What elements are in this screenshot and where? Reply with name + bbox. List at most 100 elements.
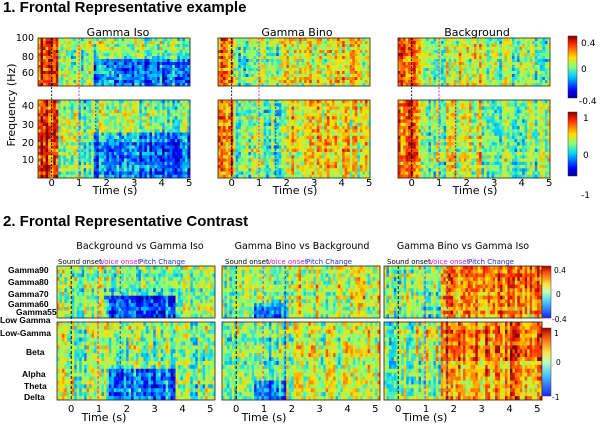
s2-xlabel-3: Time (s): [402, 411, 448, 424]
s1-colorbar-high: [567, 35, 578, 99]
s1-cb-high-mid: 0: [581, 65, 587, 75]
s1-cb-high-max: 0.4: [581, 39, 596, 49]
band-low-gamma: Low Gamma: [0, 315, 51, 325]
s2-cb-high-min: -0.4: [552, 315, 567, 324]
legend-voice-onset: Voice onset: [267, 258, 308, 266]
s2-xtick: 4: [179, 404, 185, 415]
s2-event-legend-1: Sound onset Voice onset Pitch Change: [58, 258, 185, 266]
band-gamma70: Gamma70: [8, 289, 49, 299]
s1-heatmap-high-2: [217, 37, 371, 87]
band-gamma90: Gamma90: [8, 265, 49, 275]
s1-xtick: 4: [519, 178, 525, 189]
s2-xtick: 3: [151, 404, 157, 415]
s1-xlabel-1: Time (s): [92, 184, 138, 197]
s1-heatmap-low-2: [217, 99, 371, 179]
legend-pitch-change: Pitch Change: [468, 258, 514, 266]
s1-heatmap-low-3: [397, 99, 551, 179]
s2-xtick: 3: [478, 404, 484, 415]
s2-xtick: 4: [344, 404, 350, 415]
s1-heatmap-high-3: [397, 37, 551, 87]
s1-ytick-60: 60: [22, 68, 34, 79]
section1-title: 1. Frontal Representative example: [3, 0, 246, 16]
s1-xticks: 0 1 2 3 4 5 0 1 2 3 4 5 0 1 2 3 4 5: [49, 178, 553, 189]
s1-heatmap-low-1: [37, 99, 191, 179]
s2-cb-low-max: 1: [554, 329, 559, 338]
band-alpha: Alpha: [22, 369, 46, 379]
section2-title: 2. Frontal Representative Contrast: [3, 213, 248, 230]
s1-xtick: 2: [104, 178, 110, 189]
s1-xtick: 5: [186, 178, 192, 189]
band-low-gamma-2: Low-Gamma: [0, 328, 51, 338]
s1-ytick-100: 100: [16, 33, 34, 44]
s2-event-legend-3: Sound onset Voice onset Pitch Change: [387, 258, 514, 266]
s2-xticks: 0 1 2 3 4 5 0 1 2 3 4 5 0 1 2 3 4 5: [68, 404, 540, 415]
s1-cb-low-mid: 0: [583, 151, 589, 161]
s1-ytick-80: 80: [22, 52, 34, 63]
s1-panel-title-3: Background: [444, 26, 510, 39]
s2-heatmap-low-3: [383, 321, 543, 401]
s2-xtick: 3: [316, 404, 322, 415]
s1-cb-low-max: 1: [583, 114, 589, 124]
s2-heatmap-low-2: [221, 321, 381, 401]
s2-cb-high-max: 0.4: [554, 266, 566, 275]
s2-event-legend-2: Sound onset Voice onset Pitch Change: [225, 258, 352, 266]
s1-heatmaps: [37, 37, 551, 179]
s2-cb-high-mid: 0: [556, 290, 561, 299]
s1-xtick: 5: [546, 178, 552, 189]
s2-xtick: 0: [68, 404, 74, 415]
s2-panel-title-2: Gamma Bino vs Background: [235, 241, 370, 252]
s1-xtick: 1: [76, 178, 82, 189]
s2-xtick: 5: [207, 404, 213, 415]
band-gamma80: Gamma80: [8, 277, 49, 287]
s1-ytick-30: 30: [22, 120, 34, 131]
s2-xtick: 0: [395, 404, 401, 415]
s1-yticks-high: 100 80 60: [16, 33, 34, 79]
s1-xtick: 3: [491, 178, 497, 189]
s1-panel-title-1: Gamma Iso: [87, 26, 150, 39]
s2-band-labels-low: Low-Gamma Beta Alpha Theta Delta: [0, 328, 51, 402]
s1-cb-high-min: -0.4: [579, 97, 597, 107]
s1-xtick: 0: [229, 178, 235, 189]
s2-heatmap-high-1: [56, 265, 216, 319]
s2-panel-title-3: Gamma Bino vs Gamma Iso: [397, 241, 529, 252]
s1-ytick-20: 20: [22, 138, 34, 149]
band-delta: Delta: [24, 392, 45, 402]
s2-band-labels-high: Gamma90 Gamma80 Gamma70 Gamma60 Gamma55 …: [0, 265, 57, 325]
s2-heatmap-high-2: [221, 265, 381, 319]
s1-xtick: 3: [131, 178, 137, 189]
legend-voice-onset: Voice onset: [100, 258, 141, 266]
s1-yticks-low: 40 30 20 10: [22, 101, 34, 166]
s2-panel-title-1: Background vs Gamma Iso: [76, 241, 204, 252]
s1-xtick: 2: [284, 178, 290, 189]
legend-pitch-change: Pitch Change: [306, 258, 352, 266]
s2-xtick: 4: [506, 404, 512, 415]
s1-ytick-10: 10: [22, 155, 34, 166]
s1-ylabel: Frequency (Hz): [5, 64, 18, 147]
s2-xtick: 5: [372, 404, 378, 415]
s2-heatmap-low-1: [56, 321, 216, 401]
s1-cb-low-min: -1: [581, 191, 590, 201]
s2-xtick: 1: [96, 404, 102, 415]
legend-sound-onset: Sound onset: [58, 258, 102, 266]
s1-xlabel-2: Time (s): [272, 184, 318, 197]
band-beta: Beta: [26, 347, 45, 357]
s2-cb-low-mid: 0: [556, 358, 561, 367]
band-gamma60: Gamma60: [8, 299, 49, 309]
band-gamma55: Gamma55: [16, 307, 57, 317]
s1-xtick: 1: [436, 178, 442, 189]
s1-xtick: 1: [256, 178, 262, 189]
s2-xtick: 2: [124, 404, 130, 415]
s2-xtick: 1: [423, 404, 429, 415]
s2-colorbar-high: [541, 265, 552, 319]
s2-xtick: 2: [289, 404, 295, 415]
s2-colorbar-low: [541, 327, 552, 397]
s2-xtick: 1: [261, 404, 267, 415]
legend-voice-onset: Voice onset: [429, 258, 470, 266]
legend-pitch-change: Pitch Change: [139, 258, 185, 266]
s1-xtick: 0: [49, 178, 55, 189]
legend-sound-onset: Sound onset: [225, 258, 269, 266]
band-theta: Theta: [24, 381, 47, 391]
s1-xtick: 2: [464, 178, 470, 189]
s1-xtick: 5: [366, 178, 372, 189]
s1-ytick-40: 40: [22, 101, 34, 112]
